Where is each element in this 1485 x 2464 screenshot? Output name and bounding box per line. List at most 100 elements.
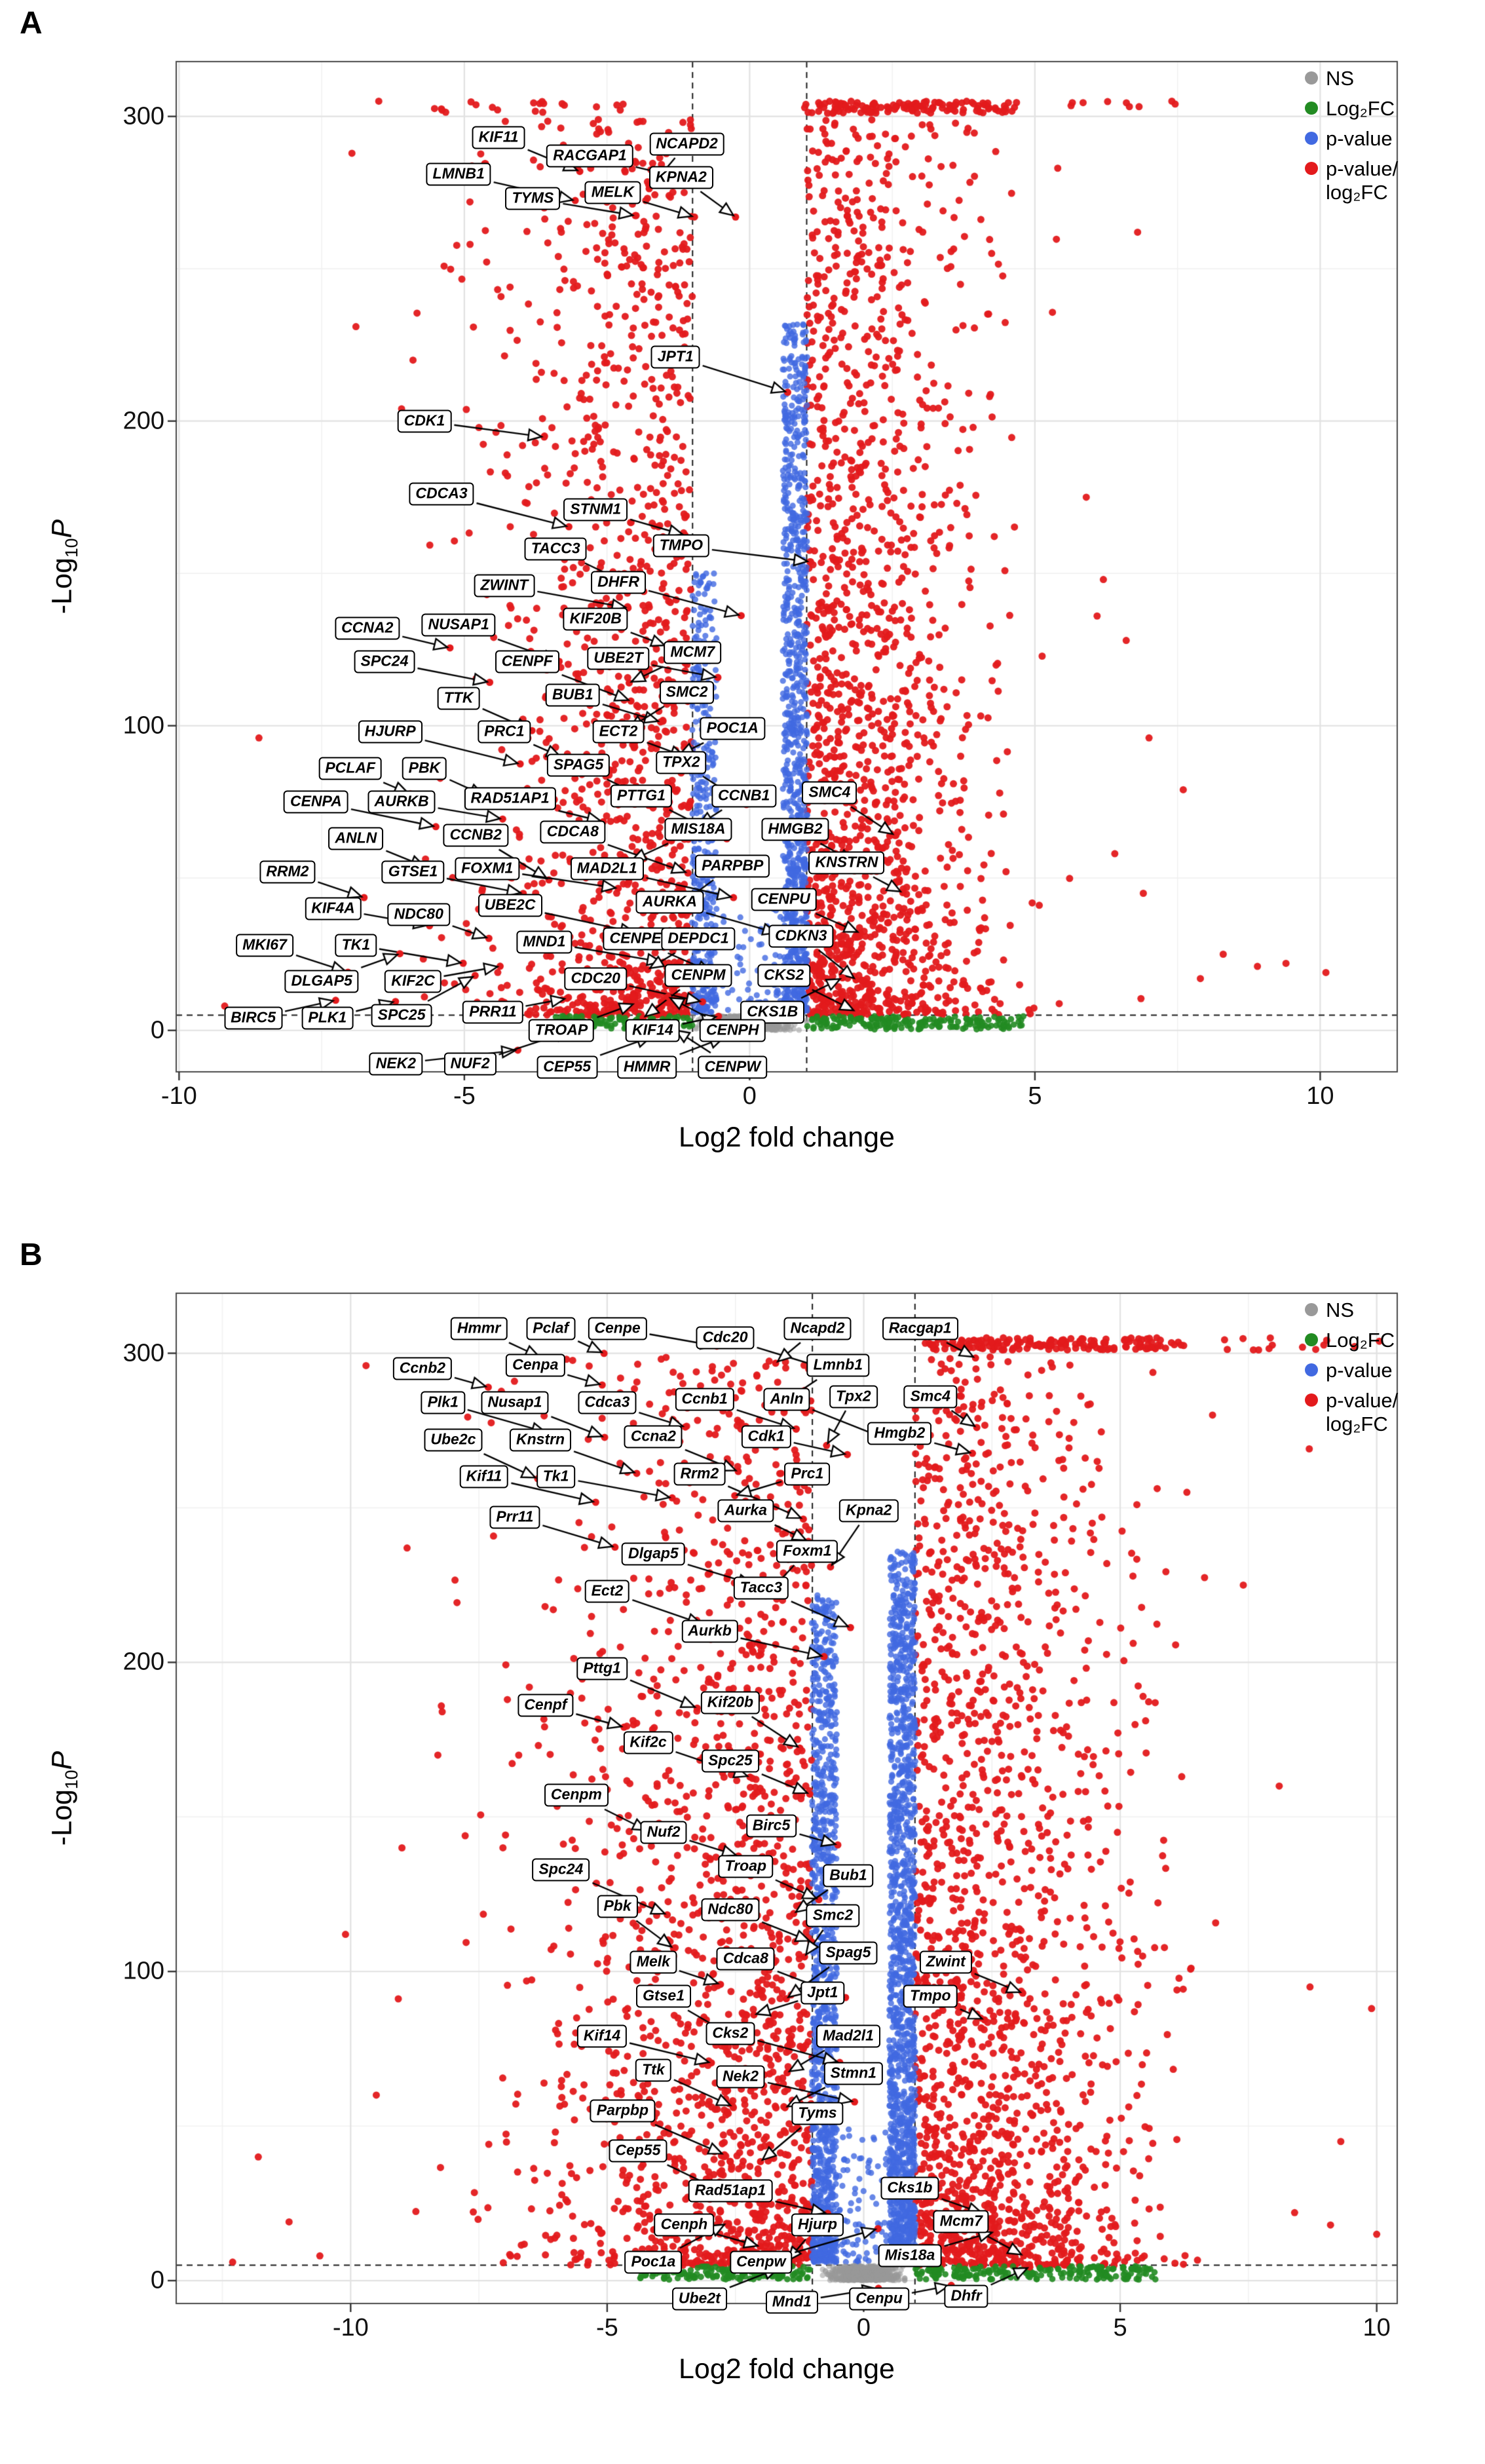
gene-label-Ccna2: Ccna2 [624, 1425, 683, 1449]
legend-dot-icon [1305, 102, 1318, 115]
gene-label-Ube2c: Ube2c [424, 1428, 483, 1452]
legend-dot-icon [1305, 1363, 1318, 1376]
gene-label-Kif20b: Kif20b [700, 1691, 760, 1715]
legend-entry: NS [1305, 67, 1398, 90]
x-tick-label: 0 [742, 1082, 757, 1110]
gene-label-JPT1: JPT1 [650, 345, 700, 369]
gene-label-CCNB2: CCNB2 [443, 824, 508, 847]
gene-label-Tpx2: Tpx2 [829, 1385, 878, 1409]
gene-label-Cenpm: Cenpm [544, 1783, 609, 1807]
y-title-subscript: 10 [62, 538, 82, 558]
gene-label-DEPDC1: DEPDC1 [661, 927, 736, 951]
gene-label-RRM2: RRM2 [259, 860, 316, 884]
gene-label-KIF4A: KIF4A [305, 897, 362, 920]
gene-label-CDKN3: CDKN3 [768, 924, 834, 948]
gene-label-Rad51ap1: Rad51ap1 [688, 2179, 773, 2203]
legend-entry: Log₂FC [1305, 97, 1398, 121]
gene-label-Plk1: Plk1 [421, 1391, 465, 1414]
gene-label-ZWINT: ZWINT [474, 574, 535, 597]
y-axis-title-a: -Log10P [47, 520, 83, 614]
gene-label-Foxm1: Foxm1 [776, 1540, 838, 1563]
gene-label-Mis18a: Mis18a [878, 2244, 942, 2267]
gene-label-Cdca3: Cdca3 [578, 1391, 637, 1414]
gene-label-CENPH: CENPH [699, 1019, 766, 1042]
gene-label-Ect2: Ect2 [584, 1580, 630, 1603]
gene-label-Ccnb1: Ccnb1 [675, 1388, 734, 1411]
legend-entry: Log₂FC [1305, 1329, 1398, 1352]
gene-label-LMNB1: LMNB1 [426, 162, 491, 186]
gene-label-Nusap1: Nusap1 [481, 1391, 549, 1414]
gene-label-SPC25: SPC25 [371, 1004, 432, 1027]
gene-label-Dlgap5: Dlgap5 [622, 1542, 685, 1566]
legend-dot-icon [1305, 1393, 1318, 1407]
gene-label-FOXM1: FOXM1 [455, 857, 520, 881]
x-tick-label: 10 [1363, 2314, 1391, 2341]
gene-label-Jpt1: Jpt1 [800, 1981, 845, 2005]
y-title-p: P [46, 519, 78, 539]
gene-label-AURKA: AURKA [635, 890, 704, 914]
gene-label-KIF2C: KIF2C [385, 970, 442, 993]
gene-label-Knstrn: Knstrn [510, 1428, 572, 1452]
volcano-plot-b [0, 1232, 1485, 2464]
gene-label-PBK: PBK [402, 757, 447, 780]
gene-label-Cenpu: Cenpu [849, 2287, 909, 2311]
gene-label-Parpbp: Parpbp [590, 2099, 655, 2123]
gene-label-SPC24: SPC24 [354, 650, 415, 673]
y-title-prefix: -Log [46, 1789, 78, 1846]
panel-b: B -Log10P Log2 fold change -10 -5 0 5 10 0 100… [0, 1232, 1485, 2464]
legend-dot-icon [1305, 1333, 1318, 1346]
gene-label-Spc24: Spc24 [532, 1858, 590, 1882]
gene-label-Mnd1: Mnd1 [765, 2290, 818, 2314]
gene-label-AURKB: AURKB [367, 790, 436, 814]
y-title-p: P [46, 1751, 78, 1770]
gene-label-Bub1: Bub1 [823, 1864, 874, 1887]
legend-entry: p-value/log₂FC [1305, 157, 1398, 204]
gene-label-MELK: MELK [584, 181, 641, 204]
gene-label-TYMS: TYMS [505, 187, 561, 210]
panel-b-letter: B [20, 1238, 43, 1272]
y-title-subscript: 10 [62, 1770, 82, 1790]
gene-label-UBE2T: UBE2T [587, 647, 650, 670]
gene-label-MND1: MND1 [516, 930, 573, 954]
gene-label-Pclaf: Pclaf [526, 1317, 576, 1340]
panel-a-letter: A [20, 6, 43, 41]
legend-a: NS Log₂FC p-value p-value/log₂FC [1305, 67, 1398, 211]
gene-label-Prc1: Prc1 [784, 1462, 831, 1486]
gene-label-Prr11: Prr11 [489, 1506, 540, 1529]
gene-label-Ccnb2: Ccnb2 [392, 1357, 453, 1380]
gene-label-Hmgb2: Hmgb2 [867, 1422, 932, 1445]
gene-label-KIF11: KIF11 [472, 126, 525, 149]
gene-label-KPNA2: KPNA2 [649, 166, 713, 189]
y-axis-title-b: -Log10P [47, 1751, 83, 1846]
legend-entry: NS [1305, 1298, 1398, 1322]
legend-dot-icon [1305, 1303, 1318, 1316]
gene-label-Tyms: Tyms [791, 2102, 844, 2125]
gene-label-TPX2: TPX2 [656, 751, 707, 774]
gene-label-CKS2: CKS2 [757, 964, 811, 987]
gene-label-SMC2: SMC2 [659, 681, 715, 704]
gene-label-RACGAP1: RACGAP1 [546, 144, 633, 168]
gene-label-Zwint: Zwint [919, 1950, 972, 1974]
gene-label-SPAG5: SPAG5 [546, 753, 611, 777]
legend-entry: p-value [1305, 127, 1398, 151]
x-tick-label: 10 [1306, 1082, 1334, 1110]
gene-label-Melk: Melk [630, 1950, 677, 1974]
gene-label-MCM7: MCM7 [664, 641, 722, 664]
gene-label-BIRC5: BIRC5 [224, 1006, 283, 1030]
gene-label-CENPE: CENPE [603, 927, 668, 951]
gene-label-BUB1: BUB1 [546, 683, 600, 707]
gene-label-Cenpf: Cenpf [517, 1694, 574, 1717]
x-axis-title-b: Log2 fold change [679, 2353, 895, 2385]
gene-label-Kif2c: Kif2c [623, 1731, 673, 1754]
legend-dot-icon [1305, 71, 1318, 85]
y-tick-label: 300 [122, 1339, 164, 1367]
gene-label-PLK1: PLK1 [301, 1006, 354, 1030]
gene-label-Cenpw: Cenpw [730, 2250, 793, 2274]
x-tick-label: 0 [856, 2314, 871, 2341]
x-tick-label: 5 [1113, 2314, 1127, 2341]
gene-label-Gtse1: Gtse1 [636, 1984, 691, 2008]
gene-label-CDC20: CDC20 [564, 967, 627, 991]
gene-label-Cdca8: Cdca8 [716, 1947, 775, 1971]
legend-b: NS Log₂FC p-value p-value/log₂FC [1305, 1298, 1398, 1443]
gene-label-Lmnb1: Lmnb1 [806, 1354, 870, 1377]
